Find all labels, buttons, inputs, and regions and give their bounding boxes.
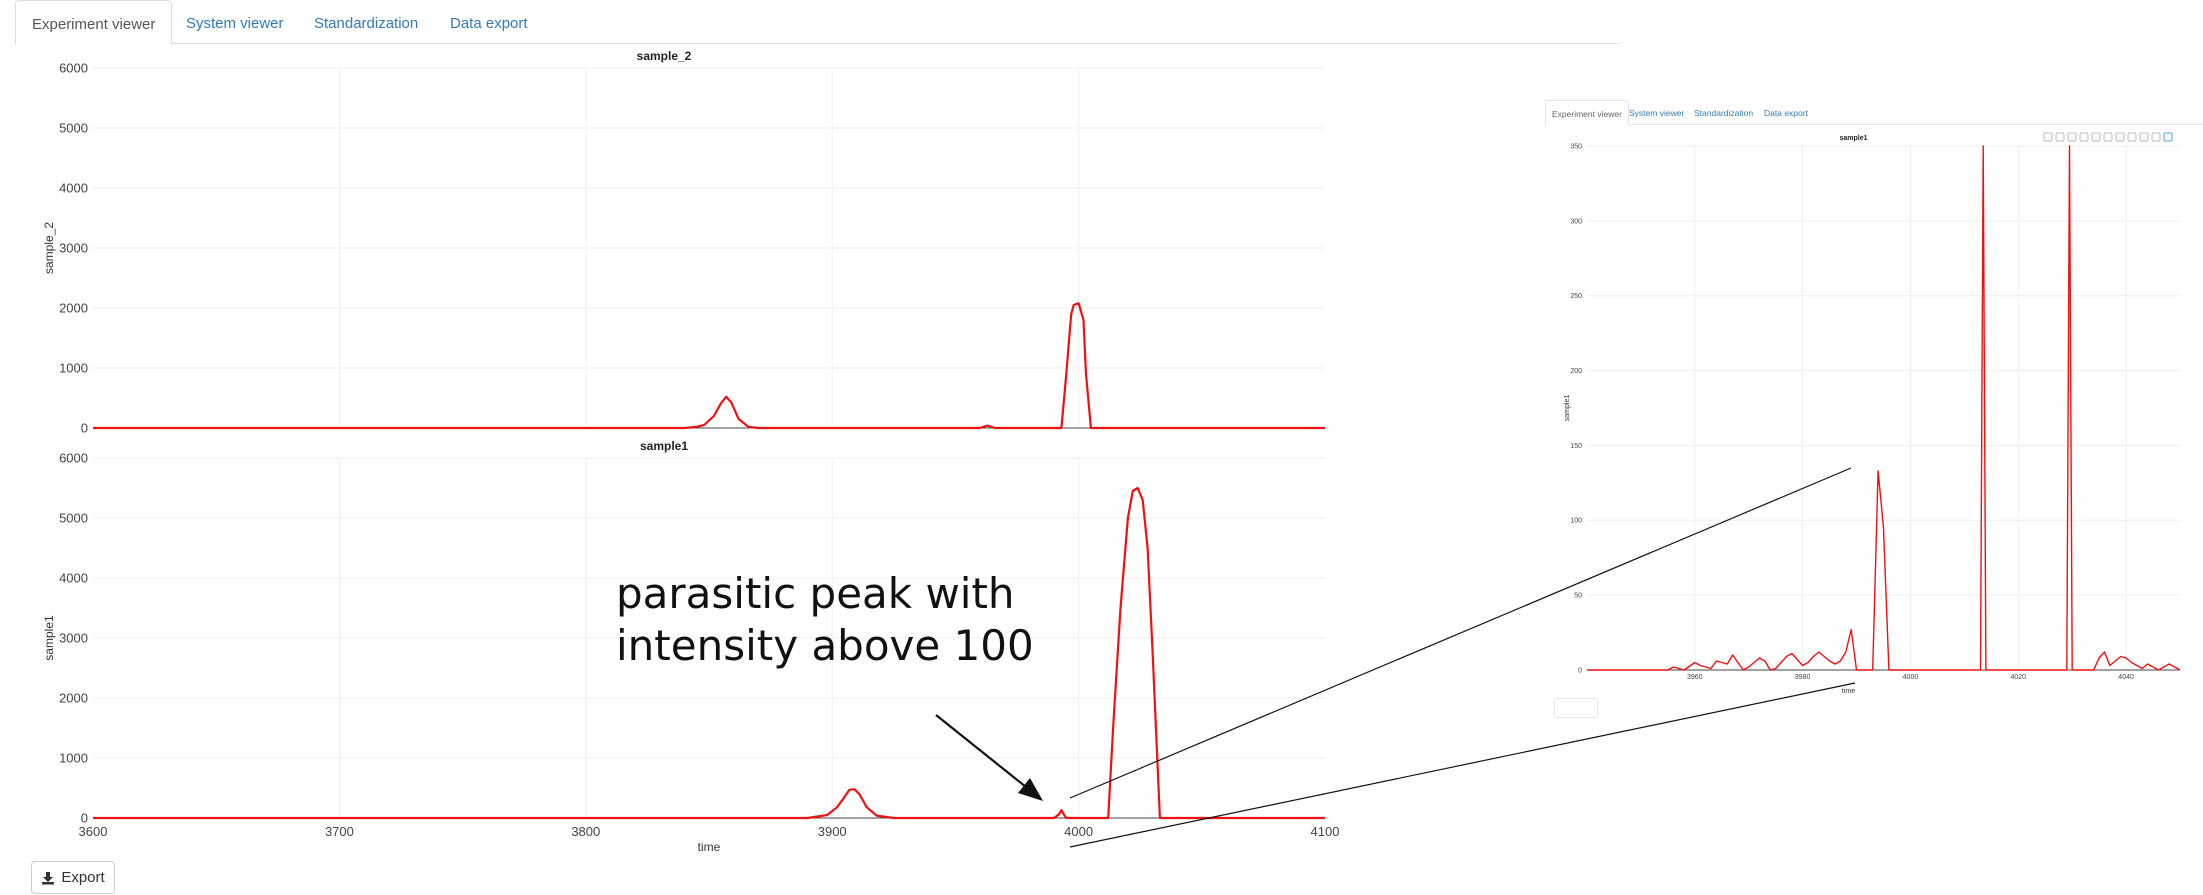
y-tick-label: 5000 [59, 121, 88, 136]
inset-tab-system-viewer: System viewer [1629, 108, 1685, 118]
annotation-arrow-head [1018, 778, 1043, 801]
plot-sample-2[interactable]: 0 1000 2000 3000 4000 5000 6000 sample_2 sample_… [42, 49, 1325, 436]
series-line [1587, 145, 2181, 671]
inset-tab-experiment-viewer: Experiment viewer [1545, 100, 1629, 126]
export-button-label: Export [61, 869, 105, 886]
x-tick-label: 4000 [1064, 824, 1093, 839]
reset-axes-icon [2115, 132, 2125, 142]
series-line [93, 302, 1325, 430]
y-tick-label: 50 [1574, 593, 1582, 600]
y-tick-label: 0 [81, 421, 88, 436]
tab-data-export[interactable]: Data export [450, 15, 528, 32]
inset-tab-standardization: Standardization [1694, 108, 1754, 118]
y-tick-label: 2000 [59, 691, 88, 706]
x-tick-label: 4000 [1903, 674, 1919, 681]
series-line [93, 486, 1325, 820]
chart-title: sample_2 [637, 49, 692, 63]
hover-closest-icon [2139, 132, 2149, 142]
download-icon [42, 871, 55, 884]
x-tick-label: 3800 [571, 824, 600, 839]
plot-sample-1[interactable]: 0 1000 2000 3000 4000 5000 6000 3600 3700 3800 390… [42, 439, 1339, 854]
y-tick-label: 4000 [59, 181, 88, 196]
pan-icon [2067, 132, 2077, 142]
y-tick-label: 200 [1570, 368, 1582, 375]
plotly-logo-icon [2163, 132, 2173, 142]
inset-plot-sample-1-zoomed: 0 50 100 150 200 250 300 350 3960 3980 4000 4020 404… [1564, 135, 2181, 695]
y-tick-label: 6000 [59, 61, 88, 76]
chart-title: sample1 [1839, 135, 1867, 142]
zoom-callout-lines [935, 467, 1856, 848]
x-tick-label: 4100 [1311, 824, 1340, 839]
tab-bar: Experiment viewer System viewer Standard… [15, 0, 1619, 45]
x-axis-label: time [698, 840, 721, 854]
x-tick-label: 3600 [79, 824, 108, 839]
zoom-in-icon [2079, 132, 2089, 142]
camera-icon [2043, 132, 2053, 142]
inset-tab-bar: Experiment viewer System viewer Standard… [1545, 100, 2203, 126]
annotation-arrow-shaft [935, 714, 1037, 796]
x-tick-label: 3960 [1687, 674, 1703, 681]
zoom-icon [2055, 132, 2065, 142]
x-axis-label: time [1842, 688, 1855, 695]
y-tick-label: 100 [1570, 518, 1582, 525]
y-tick-label: 1000 [59, 751, 88, 766]
callout-line-upper [1069, 467, 1852, 799]
gridlines [1587, 145, 2180, 671]
gridlines [93, 67, 1325, 429]
inset-plot-toolbar [2043, 132, 2173, 142]
inset-export-button [1554, 698, 1598, 718]
y-tick-label: 1000 [59, 361, 88, 376]
y-tick-label: 6000 [59, 451, 88, 466]
y-tick-label: 150 [1570, 443, 1582, 450]
x-tick-label: 4020 [2010, 674, 2026, 681]
x-tick-label: 3700 [325, 824, 354, 839]
inset-tab-data-export: Data export [1764, 108, 1808, 118]
x-tick-label: 4040 [2118, 674, 2134, 681]
y-axis-label: sample1 [1564, 395, 1571, 422]
y-tick-label: 250 [1570, 293, 1582, 300]
annotation-line-1: parasitic peak with [616, 569, 1015, 618]
y-tick-label: 0 [81, 811, 88, 826]
x-tick-label: 3900 [818, 824, 847, 839]
y-tick-label: 350 [1570, 143, 1582, 150]
y-tick-label: 0 [1578, 667, 1582, 674]
tab-experiment-viewer[interactable]: Experiment viewer [15, 0, 173, 45]
y-tick-label: 5000 [59, 511, 88, 526]
y-tick-label: 3000 [59, 631, 88, 646]
y-axis-label: sample1 [42, 615, 56, 661]
export-button[interactable]: Export [31, 861, 115, 894]
chart-title: sample1 [640, 439, 688, 453]
callout-line-lower [1069, 682, 1856, 848]
zoom-out-icon [2091, 132, 2101, 142]
annotation-text: parasitic peak with intensity above 100 [616, 568, 1034, 672]
x-tick-label: 3980 [1795, 674, 1811, 681]
y-tick-label: 300 [1570, 218, 1582, 225]
y-axis-label: sample_2 [42, 222, 56, 274]
spike-lines-icon [2127, 132, 2137, 142]
y-tick-label: 2000 [59, 301, 88, 316]
y-tick-label: 3000 [59, 241, 88, 256]
hover-compare-icon [2151, 132, 2161, 142]
y-tick-label: 4000 [59, 571, 88, 586]
annotation-line-2: intensity above 100 [616, 621, 1034, 670]
autoscale-icon [2103, 132, 2113, 142]
tab-standardization[interactable]: Standardization [314, 15, 419, 32]
tab-system-viewer[interactable]: System viewer [186, 15, 284, 32]
